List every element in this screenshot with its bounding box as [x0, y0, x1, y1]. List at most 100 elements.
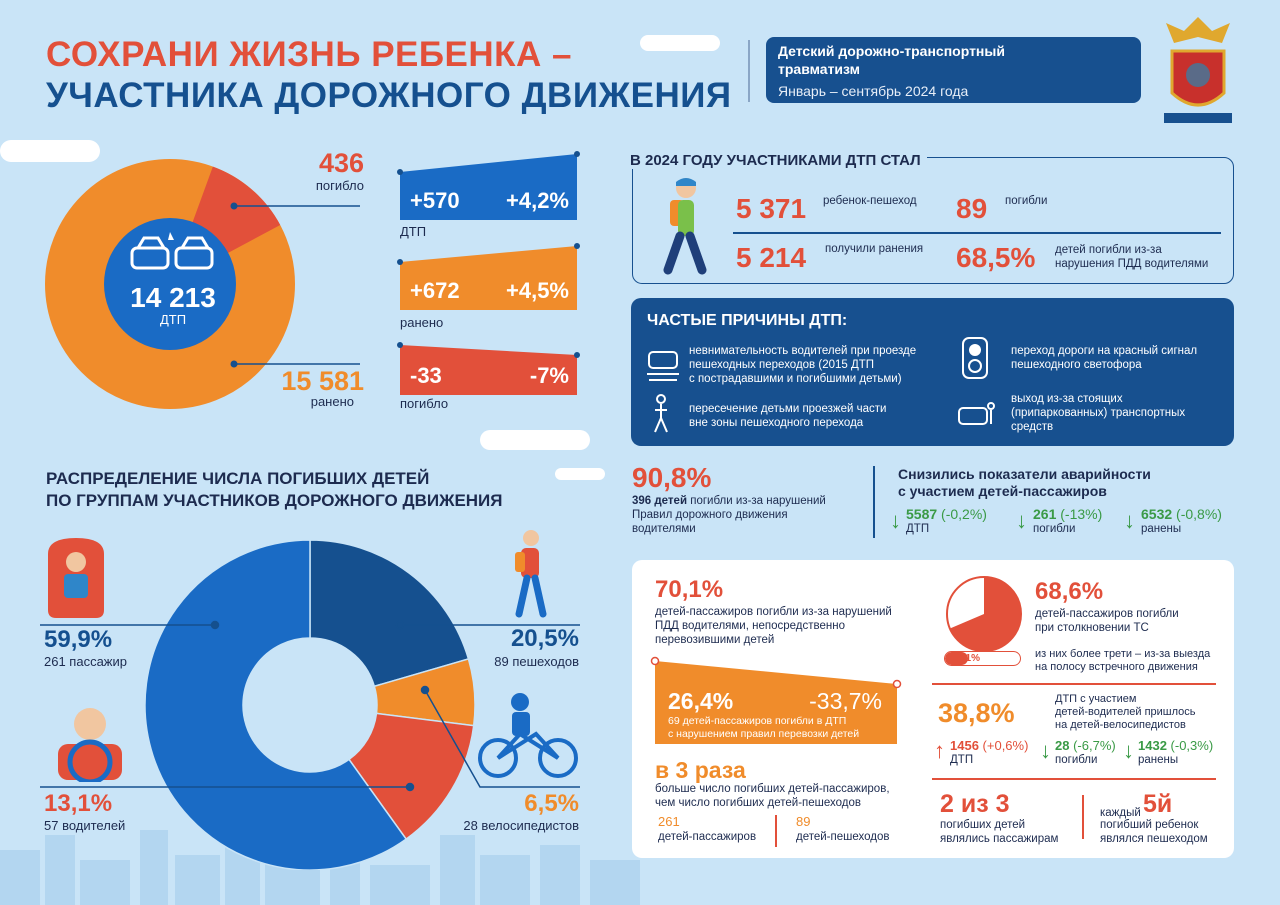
fact-7-line-1: из них более трети – из-за выезда: [1035, 648, 1211, 660]
cloud: [480, 430, 590, 450]
passenger-dtp-label: ДТП: [906, 523, 930, 535]
cause-4-line-1: выход из-за стоящих: [1011, 393, 1123, 405]
oncoming-bar-fill: [945, 652, 969, 665]
cause-2-line-2: пешеходного светофора: [1011, 359, 1142, 371]
change-dead-label: погибло: [400, 396, 449, 411]
fact-4-label: детей-пассажиров: [658, 831, 757, 843]
traffic-light-icon: [962, 337, 988, 379]
change-dtp: +570 +4,2%: [400, 180, 577, 220]
passenger-heading: Снизились показатели аварийности с участи…: [898, 466, 1151, 500]
fact-2-change: -33,7%: [809, 688, 882, 714]
fact-9-line-1: погибших детей: [940, 819, 1026, 831]
divider: [1082, 795, 1084, 839]
fact-10-value: 5й: [1143, 790, 1173, 818]
violations-line-2: Правил дорожного движения: [632, 509, 788, 521]
header-box-line-1: Детский дорожно-транспортный: [778, 43, 1005, 59]
fact-5-value: 89: [796, 814, 811, 829]
pedestrians-count: 89 пешеходов: [494, 654, 579, 669]
fact-8-line-3: на детей-велосипедистов: [1055, 719, 1186, 731]
drivers-pct: 13,1%: [44, 790, 113, 817]
cause-3-line-1: пересечение детьми проезжей части: [689, 403, 887, 415]
ped-injured-value: 5 214: [736, 242, 807, 273]
pedestrian-child-icon: [663, 178, 707, 275]
passenger-dtp-change: (-0,2%): [941, 506, 987, 522]
passenger-heading-line-2: с участием детей-пассажиров: [898, 483, 1107, 499]
ped-dead-label: погибли: [1005, 195, 1048, 207]
driver-fault-value: 68,5%: [956, 242, 1036, 273]
header-box: Детский дорожно-транспортный травматизм …: [766, 37, 1141, 103]
collision-pie-share: [949, 577, 1021, 651]
fact-1-line-1: детей-пассажиров погибли из-за нарушений: [655, 606, 892, 618]
fact-9-value: 2 из 3: [940, 790, 1010, 818]
cyclist-dtp-arrow-icon: ↑: [934, 738, 945, 763]
change-injured-abs: +672: [410, 278, 460, 303]
cyclist-dtp-label: ДТП: [950, 754, 974, 766]
cause-4: выход из-за стоящих (припаркованных) тран…: [1011, 392, 1185, 434]
participants-heading: В 2024 ГОДУ УЧАСТНИКАМИ ДТП СТАЛ: [624, 152, 927, 169]
total-value: 14 213: [130, 282, 216, 313]
cyclist-dead-arrow-icon: ↓: [1040, 738, 1051, 763]
center-disc: [104, 218, 236, 350]
fact-8-text: ДТП с участием детей-водителей пришлось на…: [1055, 693, 1196, 732]
cars-crash-icon: [130, 232, 214, 270]
passengers-pct: 59,9%: [44, 626, 113, 653]
passenger-injured-label: ранены: [1141, 523, 1182, 535]
violations-count: 396 детей: [632, 495, 688, 507]
cyclist-dtp-value: 1456: [950, 738, 979, 753]
page-title: СОХРАНИ ЖИЗНЬ РЕБЕНКА – УЧАСТНИКА ДОРОЖН…: [46, 34, 732, 116]
fact-7-line-2: на полосу встречного движения: [1035, 661, 1198, 673]
distribution-heading-line-1: РАСПРЕДЕЛЕНИЕ ЧИСЛА ПОГИБШИХ ДЕТЕЙ: [46, 469, 430, 488]
passenger-dead-value: 261: [1033, 506, 1057, 522]
passenger-dead-label: погибли: [1033, 523, 1076, 535]
injured-value: 15 581: [281, 366, 364, 396]
walking-child-icon: [654, 394, 668, 433]
change-dtp-label: ДТП: [400, 224, 427, 239]
pedestrians-pct: 20,5%: [510, 625, 579, 652]
fact-10-text: погибший ребенок являлся пешеходом: [1100, 818, 1208, 846]
passenger-dtp-value: 5587: [906, 506, 938, 522]
fact-3-text: больше число погибших детей-пассажиров, ч…: [655, 782, 890, 810]
fact-7-text: из них более трети – из-за выезда на поло…: [1035, 648, 1210, 674]
driver-fault-line-2: нарушения ПДД водителями: [1055, 258, 1209, 270]
passenger-heading-line-1: Снизились показатели аварийности: [898, 466, 1151, 482]
ped-dead-value: 89: [956, 193, 988, 224]
cause-1: невнимательность водителей при проезде пе…: [689, 344, 916, 386]
change-dead-pct: -7%: [529, 363, 569, 388]
fact-2-text: 69 детей-пассажиров погибли в ДТП с наруш…: [668, 715, 859, 741]
cause-4-line-2: (припаркованных) транспортных: [1011, 407, 1186, 419]
change-dead: -33 -7%: [400, 357, 577, 395]
summary-pointers: [230, 202, 360, 368]
child-driver-icon: [58, 708, 122, 782]
injured-label: ранено: [310, 394, 354, 409]
pedestrians-label: ребенок-пешеход: [823, 195, 917, 207]
pedestrians-value: 5 371: [736, 193, 807, 224]
participants-panel: [632, 157, 1234, 284]
cause-1-line-3: с пострадавшими и погибшими детьми): [689, 373, 902, 385]
fact-9-line-2: являлись пассажирам: [940, 833, 1059, 845]
header-box-line-2: травматизм: [778, 61, 861, 77]
drivers-count: 57 водителей: [44, 818, 126, 833]
violations-line-3: водителями: [632, 523, 696, 535]
oncoming-bar: [944, 651, 1021, 666]
cyclist-injured-arrow-icon: ↓: [1123, 738, 1134, 763]
passenger-dead-change: (-13%): [1060, 506, 1103, 522]
passenger-dtp-stat: 5587 (-0,2%) ДТП: [906, 506, 987, 536]
fact-6-text: детей-пассажиров погибли при столкновении…: [1035, 607, 1179, 635]
change-injured-pct: +4,5%: [506, 278, 569, 303]
change-dtp-abs: +570: [410, 188, 460, 213]
walking-child-icon: [515, 530, 547, 618]
period: Январь – сентябрь 2024 года: [778, 83, 969, 99]
cyclist-dead-value: 28: [1055, 738, 1070, 753]
passenger-injured-stat: 6532 (-0,8%) ранены: [1141, 506, 1222, 536]
driver-fault-label: детей погибли из-за нарушения ПДД водител…: [1055, 243, 1208, 271]
cyclist-injured-change: (-0,3%): [1170, 738, 1214, 753]
passenger-injured-arrow-icon: ↓: [1124, 508, 1135, 533]
cause-4-line-3: средств: [1011, 421, 1054, 433]
fact-6-line-2: при столкновении ТС: [1035, 622, 1149, 634]
summary-donut: [45, 159, 295, 409]
title-line-2: УЧАСТНИКА ДОРОЖНОГО ДВИЖЕНИЯ: [46, 76, 732, 115]
cause-2-line-1: переход дороги на красный сигнал: [1011, 345, 1198, 357]
fact-6-line-1: детей-пассажиров погибли: [1035, 608, 1179, 620]
cyclist-dtp-change: (+0,6%): [982, 738, 1029, 753]
fact-4-value: 261: [658, 814, 680, 829]
